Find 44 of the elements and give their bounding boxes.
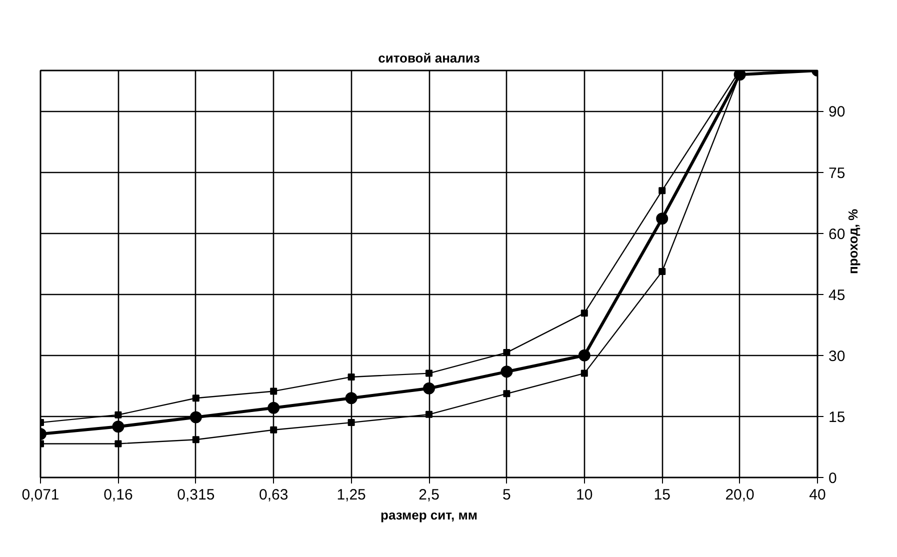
point xyxy=(112,420,124,433)
point xyxy=(658,187,666,194)
point xyxy=(426,370,432,377)
x-tick-label: 2,5 xyxy=(418,486,440,504)
x-tick-label: 0,315 xyxy=(177,486,215,504)
x-tick-label: 0,071 xyxy=(22,486,60,504)
y-tick-label: 45 xyxy=(828,286,846,304)
point xyxy=(658,268,666,276)
point xyxy=(114,440,122,448)
x-tick-label: 1,25 xyxy=(336,486,366,504)
y-axis-title: проход, % xyxy=(846,208,861,274)
y-tick-label: 60 xyxy=(828,226,846,243)
x-tick-label: 5 xyxy=(502,486,511,504)
y-tick-label: 15 xyxy=(828,408,846,426)
point xyxy=(423,382,435,394)
y-tick-label: 90 xyxy=(828,104,846,121)
point xyxy=(192,436,200,444)
point xyxy=(580,310,588,317)
point xyxy=(345,392,358,404)
x-tick-label: 0,16 xyxy=(104,486,133,504)
chart-title: ситовой анализ xyxy=(378,50,480,66)
y-tick-label: 75 xyxy=(828,164,846,182)
point xyxy=(426,410,432,418)
point xyxy=(270,426,278,434)
point xyxy=(348,373,355,380)
y-tick-label: 30 xyxy=(828,348,846,365)
x-tick-label: 10 xyxy=(576,486,593,504)
point xyxy=(500,366,513,378)
point xyxy=(348,419,355,426)
point xyxy=(192,394,200,402)
y-tick-label: 0 xyxy=(828,470,837,487)
x-tick-label: 0,63 xyxy=(259,486,288,504)
x-tick-label: 20,0 xyxy=(725,486,754,504)
point xyxy=(268,402,280,414)
point xyxy=(580,370,588,377)
point xyxy=(578,349,590,362)
point xyxy=(503,390,510,398)
x-axis-title: размер сит, мм xyxy=(380,508,478,522)
point xyxy=(270,388,278,395)
point xyxy=(656,212,668,225)
x-tick-label: 15 xyxy=(654,486,670,504)
point xyxy=(190,411,202,424)
point xyxy=(114,411,122,418)
x-tick-label: 40 xyxy=(809,486,826,504)
